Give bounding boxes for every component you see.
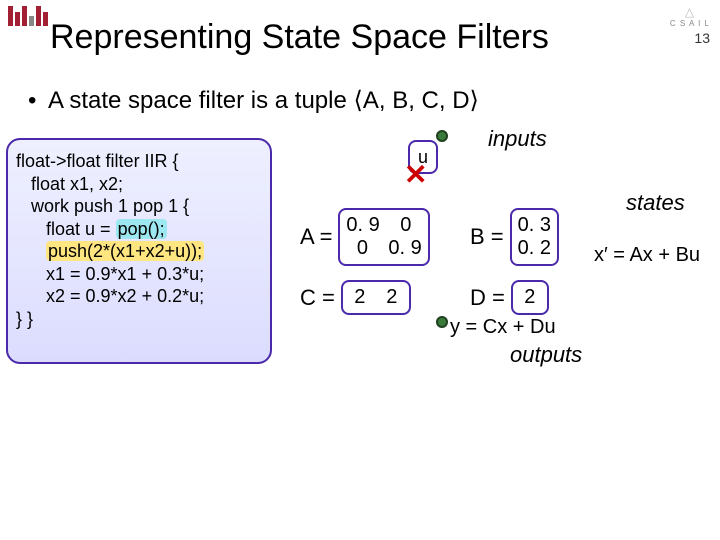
c-c2: 2 (381, 286, 403, 309)
csail-logo: △ C S A I L (670, 6, 710, 28)
green-dot-icon (436, 130, 448, 142)
a-r1c2: 0 (390, 214, 422, 237)
mit-logo (8, 4, 48, 26)
c-c1: 2 (349, 286, 371, 309)
bullet-dot-icon: • (28, 87, 48, 115)
code-l8: } } (16, 309, 33, 329)
b-r1: 0. 3 (518, 214, 551, 237)
logo-bar (43, 12, 48, 26)
inputs-label: inputs (488, 126, 547, 152)
a-row1: 0. 9 0 (346, 214, 421, 237)
a-r1c1: 0. 9 (346, 214, 379, 237)
b-matrix: 0. 3 0. 2 (510, 208, 559, 266)
c-matrix-area: C = 2 2 (300, 280, 411, 315)
code-l5a (16, 241, 46, 261)
b-r2: 0. 2 (518, 237, 551, 260)
page-number: 13 (694, 30, 710, 46)
code-l4u: float u = (16, 219, 116, 239)
d-matrix-area: D = 2 (470, 280, 549, 315)
d-row: 2 (519, 286, 541, 309)
code-l7: x2 = 0.9*x2 + 0.2*u; (16, 286, 204, 306)
code-box: float->float filter IIR { float x1, x2; … (6, 138, 272, 364)
b-matrix-area: B = 0. 3 0. 2 (470, 208, 559, 266)
red-x-icon: ✕ (404, 158, 427, 191)
a-r2c1: 0 (346, 237, 378, 260)
code-l2: float x1, x2; (16, 174, 123, 194)
code-l4-pop: pop(); (116, 219, 167, 239)
a-matrix-area: A = 0. 9 0 0 0. 9 (300, 208, 430, 266)
a-row2: 0 0. 9 (346, 237, 421, 260)
csail-text: C S A I L (670, 19, 710, 28)
c-row: 2 2 (349, 286, 403, 309)
code-l1: float->float filter IIR { (16, 151, 179, 171)
slide-title: Representing State Space Filters (50, 18, 549, 57)
bullet-text: A state space filter is a tuple ⟨A, B, C… (48, 87, 479, 114)
a-label: A = (300, 224, 332, 250)
d-label: D = (470, 285, 505, 311)
slide: △ C S A I L 13 Representing State Space … (0, 0, 720, 540)
d-c1: 2 (519, 286, 541, 309)
b-label: B = (470, 224, 504, 250)
states-label: states (626, 190, 685, 216)
code-l6: x1 = 0.9*x1 + 0.3*u; (16, 264, 204, 284)
logo-bar (8, 6, 13, 26)
logo-bar (15, 12, 20, 26)
green-dot-icon (436, 316, 448, 328)
code-l3: work push 1 pop 1 { (16, 196, 189, 216)
csail-tri-icon: △ (685, 6, 695, 18)
d-matrix: 2 (511, 280, 549, 315)
a-matrix: 0. 9 0 0 0. 9 (338, 208, 429, 266)
b-row2: 0. 2 (518, 237, 551, 260)
logo-bar (22, 6, 27, 26)
output-equation: y = Cx + Du (450, 316, 556, 339)
state-equation: x′ = Ax + Bu (594, 244, 700, 267)
outputs-label: outputs (510, 342, 582, 368)
csail-figure: △ C S A I L (670, 6, 710, 28)
c-label: C = (300, 285, 335, 311)
logo-bar (29, 16, 34, 26)
a-r2c2: 0. 9 (388, 237, 421, 260)
code-l5-push: push(2*(x1+x2+u)); (46, 241, 204, 261)
logo-bar (36, 6, 41, 26)
bullet-line: •A state space filter is a tuple ⟨A, B, … (28, 86, 479, 115)
c-matrix: 2 2 (341, 280, 411, 315)
b-row1: 0. 3 (518, 214, 551, 237)
